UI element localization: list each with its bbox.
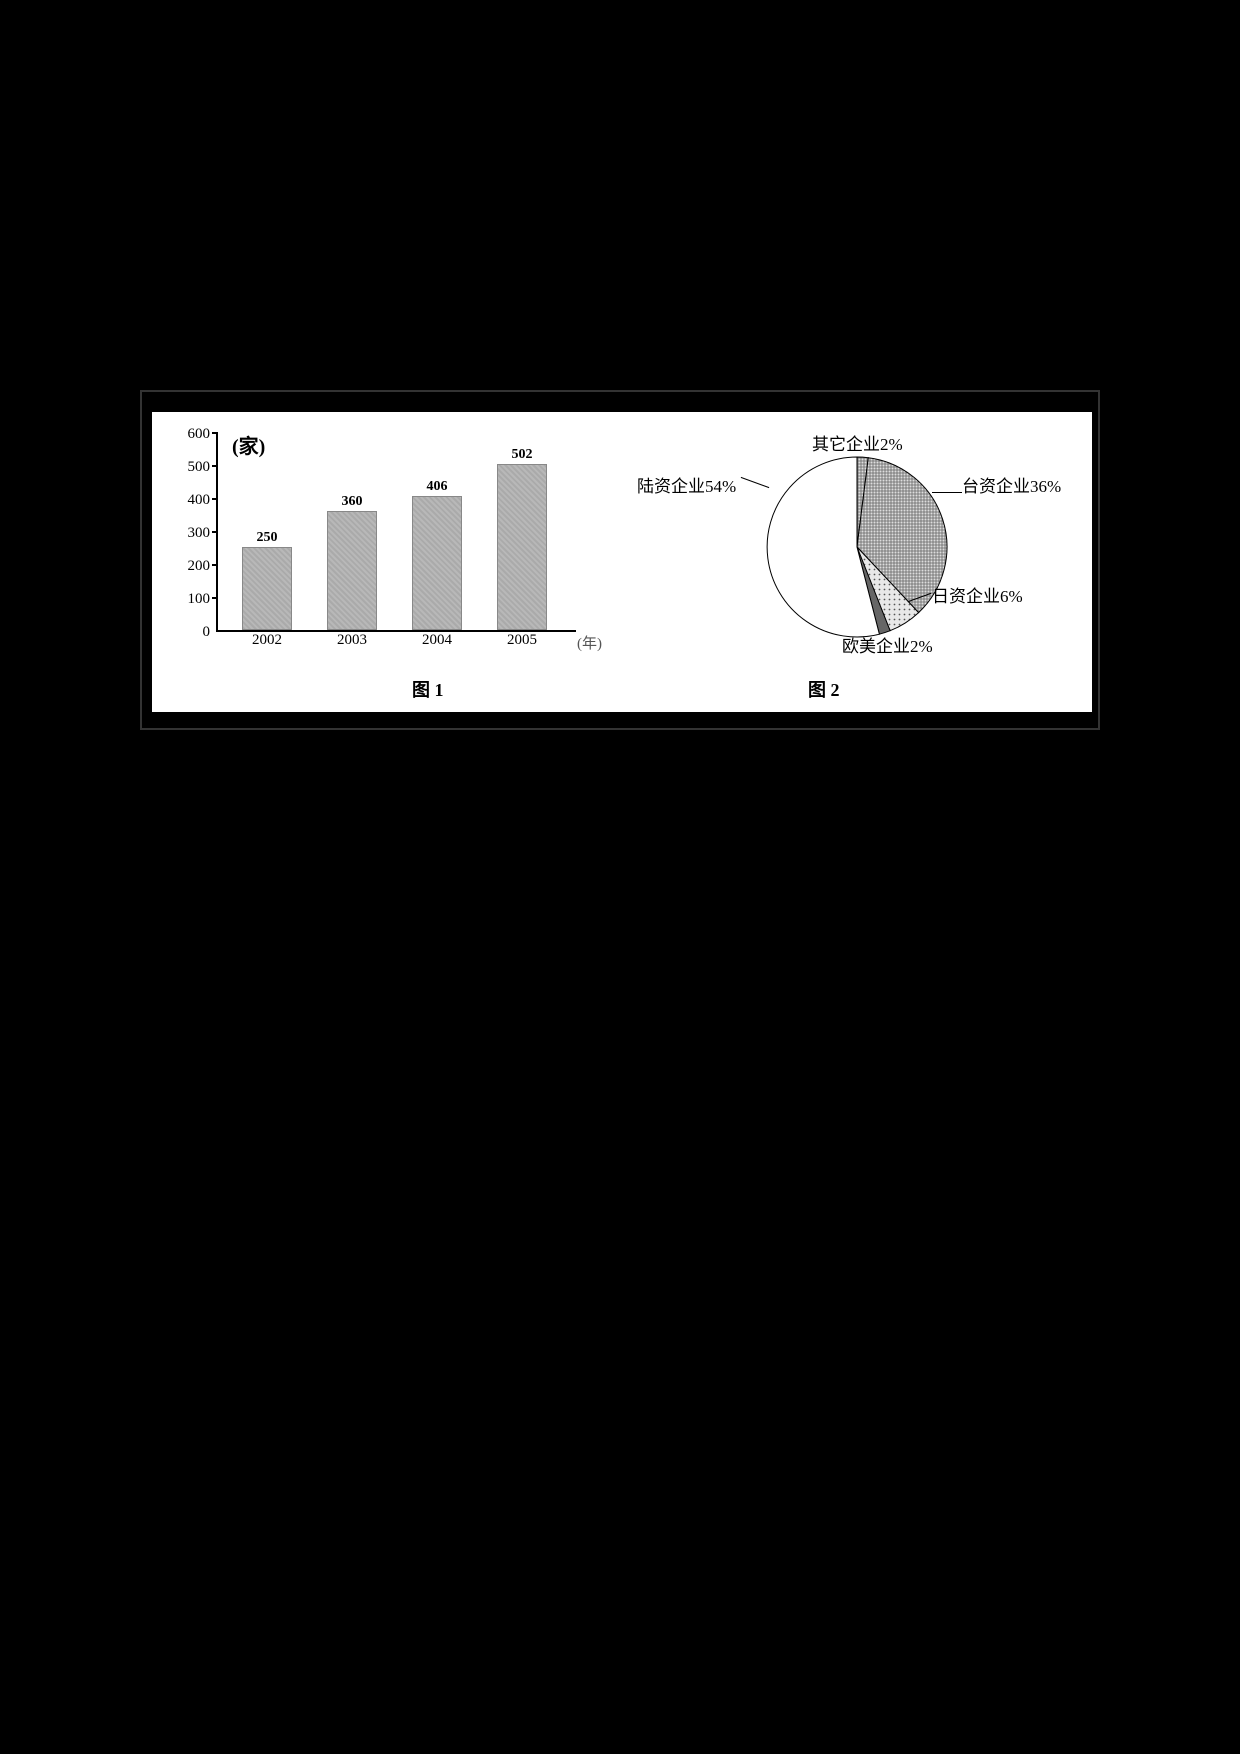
pie-leader	[932, 492, 962, 493]
bar-value-label: 250	[237, 530, 297, 546]
chart-panel: (家) (年) 600 500 400 300 200 100 0 25	[152, 412, 1092, 712]
bar	[242, 547, 292, 630]
bar	[497, 464, 547, 630]
xtick-label: 2004	[407, 632, 467, 649]
chart-frame: (家) (年) 600 500 400 300 200 100 0 25	[140, 390, 1100, 730]
x-axis-unit: (年)	[577, 632, 602, 653]
bar-chart-caption: 图 1	[412, 676, 444, 702]
ytick-label: 100	[174, 591, 210, 608]
bar	[327, 511, 377, 630]
pie-label-taiwan: 台资企业36%	[962, 472, 1061, 497]
ytick-mark	[212, 465, 218, 467]
xtick-label: 2002	[237, 632, 297, 649]
ytick-label: 300	[174, 525, 210, 542]
pie-label-mainland: 陆资企业54%	[637, 472, 736, 497]
y-axis-unit: (家)	[232, 430, 265, 459]
ytick-mark	[212, 498, 218, 500]
ytick-mark	[212, 597, 218, 599]
bar-value-label: 406	[407, 479, 467, 495]
bar-value-label: 502	[492, 447, 552, 463]
ytick-label: 500	[174, 459, 210, 476]
pie-chart-caption: 图 2	[808, 676, 840, 702]
pie-label-japan: 日资企业6%	[932, 582, 1023, 607]
ytick-mark	[212, 432, 218, 434]
bar-chart: (家) (年) 600 500 400 300 200 100 0 25	[172, 422, 612, 652]
xtick-label: 2003	[322, 632, 382, 649]
bar	[412, 496, 462, 630]
pie-chart: 陆资企业54% 其它企业2% 台资企业36% 日资企业6% 欧美企业2%	[632, 422, 1082, 652]
ytick-label: 0	[174, 624, 210, 641]
ytick-label: 600	[174, 426, 210, 443]
pie-svg	[762, 452, 952, 642]
ytick-label: 400	[174, 492, 210, 509]
bar-value-label: 360	[322, 494, 382, 510]
pie-label-other: 其它企业2%	[812, 430, 903, 455]
xtick-label: 2005	[492, 632, 552, 649]
ytick-mark	[212, 564, 218, 566]
ytick-label: 200	[174, 558, 210, 575]
ytick-mark	[212, 531, 218, 533]
pie-label-euus: 欧美企业2%	[842, 632, 933, 657]
